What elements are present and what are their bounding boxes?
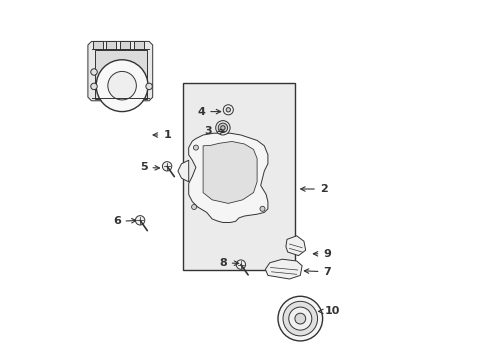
Bar: [133, 41, 143, 49]
Circle shape: [218, 123, 227, 132]
Text: 8: 8: [219, 258, 238, 268]
Polygon shape: [188, 133, 267, 222]
Text: 4: 4: [197, 107, 220, 117]
Bar: [106, 41, 116, 49]
Circle shape: [223, 105, 233, 115]
Circle shape: [91, 69, 97, 75]
Circle shape: [288, 307, 311, 330]
Circle shape: [145, 83, 152, 90]
Polygon shape: [265, 259, 302, 279]
Bar: [183, 83, 294, 270]
Text: 6: 6: [113, 216, 136, 226]
Text: 10: 10: [318, 306, 340, 316]
Polygon shape: [88, 41, 152, 101]
Circle shape: [283, 301, 317, 336]
Text: 1: 1: [153, 130, 171, 140]
Polygon shape: [285, 236, 305, 256]
Bar: [95, 50, 147, 99]
Circle shape: [193, 145, 198, 150]
Circle shape: [294, 313, 305, 324]
Text: 2: 2: [300, 184, 327, 194]
Circle shape: [191, 204, 196, 210]
Bar: [92, 41, 102, 49]
Text: 3: 3: [204, 126, 224, 136]
Text: 9: 9: [313, 249, 330, 259]
Polygon shape: [178, 160, 188, 182]
Circle shape: [236, 260, 245, 269]
Circle shape: [162, 162, 171, 171]
Circle shape: [215, 121, 230, 135]
Polygon shape: [203, 141, 257, 203]
Text: 7: 7: [304, 267, 330, 277]
Circle shape: [91, 83, 97, 90]
Circle shape: [225, 108, 230, 112]
Circle shape: [260, 206, 264, 211]
Bar: [120, 41, 130, 49]
Text: 5: 5: [140, 162, 159, 172]
Circle shape: [220, 126, 224, 130]
Circle shape: [108, 71, 136, 100]
Circle shape: [277, 296, 322, 341]
Circle shape: [135, 216, 144, 225]
Circle shape: [96, 60, 148, 112]
